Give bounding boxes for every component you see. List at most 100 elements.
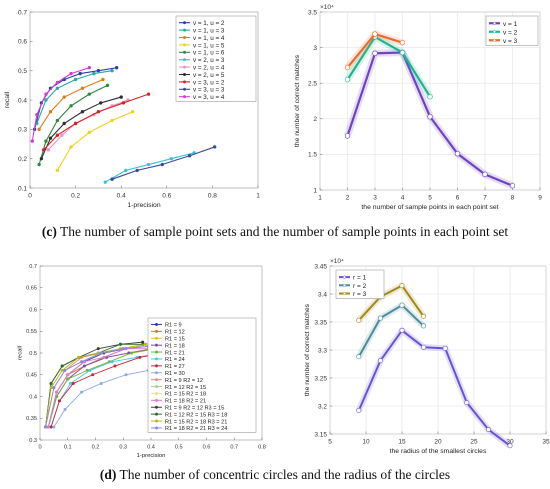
chart4-xtick-label: 25 — [470, 439, 478, 446]
chart3-legend-marker — [154, 329, 159, 333]
chart1-legend-marker — [182, 43, 187, 47]
chart4-xtick-label: 20 — [434, 439, 442, 446]
chart3-data-point — [60, 364, 64, 368]
chart1-legend-label: v = 1, u = 3 — [193, 27, 225, 34]
chart3-ytick-label: 0.6 — [29, 307, 37, 313]
chart3-legend-label: R1 = 12 R2 = 15 R3 = 18 — [165, 412, 227, 418]
chart1-data-point — [135, 168, 139, 173]
chart3-legend-marker — [154, 412, 159, 416]
chart2-y-multiplier: ×10⁴ — [320, 4, 334, 11]
chart3-data-point — [49, 386, 53, 390]
chart1-data-point — [62, 95, 66, 99]
chart1-data-point — [73, 77, 78, 82]
chart3-legend-marker — [154, 336, 159, 340]
chart3-legend-label: R1 = 12 R2 = 15 — [165, 385, 206, 391]
chart4-xtick-label: 35 — [542, 439, 550, 446]
chart1-data-point — [146, 92, 151, 96]
chart2-legend-label: v = 2 — [503, 29, 518, 36]
chart4-ytick-label: 3.25 — [314, 375, 327, 382]
chart3-xtick-label: 0 — [38, 445, 41, 451]
chart1-data-point — [44, 98, 48, 102]
chart1-legend-label: v = 1, u = 2 — [193, 20, 225, 27]
chart1-series-2 — [35, 68, 114, 126]
chart1-legend: v = 1, u = 2v = 1, u = 3v = 1, u = 4v = … — [175, 15, 257, 102]
chart1-data-point — [80, 110, 85, 114]
chart1-data-point — [110, 118, 114, 123]
chart1-legend-marker — [182, 50, 187, 54]
chart2-xtick-label: 2 — [346, 195, 350, 202]
chart4-x-axis-label: the radius of the smallest circles — [390, 448, 487, 455]
chart2-series-3 — [344, 30, 406, 71]
chart2-x-axis-label: the number of sample points in each poin… — [361, 204, 498, 211]
chart1-legend-label: v = 2, u = 4 — [193, 64, 225, 71]
chart1-data-point — [60, 133, 64, 137]
chart3-ytick-label: 0.35 — [26, 416, 37, 422]
chart3-data-point — [143, 342, 147, 346]
chart3-data-point — [66, 377, 70, 381]
chart3-data-point — [85, 368, 89, 372]
chart4-series-2 — [356, 302, 427, 360]
chart4-data-point — [399, 302, 405, 308]
chart3-legend-marker — [154, 398, 159, 402]
chart3-data-point — [138, 355, 142, 359]
chart4-data-point — [421, 313, 427, 319]
chart3-data-point — [80, 360, 84, 364]
chart3-data-point — [88, 368, 92, 372]
chart2-data-point — [344, 76, 351, 83]
chart4-ytick-label: 3.2 — [318, 403, 327, 410]
chart1-ytick-label: 0.4 — [18, 97, 27, 104]
chart4-ytick-label: 3.35 — [314, 319, 327, 326]
chart3-data-point — [55, 390, 59, 394]
chart1-xtick-label: 0.6 — [162, 193, 171, 200]
chart2-xtick-label: 3 — [373, 195, 377, 202]
chart1-data-point — [98, 101, 103, 105]
chart3-xtick-label: 0.3 — [119, 445, 127, 451]
chart1-data-point — [48, 110, 53, 114]
chart1-data-point — [96, 68, 101, 73]
chart1-data-point — [55, 86, 60, 90]
chart3-data-point — [71, 381, 75, 385]
chart1-data-point — [101, 77, 105, 82]
chart3-legend-label: R1 = 9 — [165, 323, 182, 329]
chart1-series-line — [40, 96, 122, 159]
chart2-legend-marker — [492, 21, 497, 25]
chart1-data-point — [46, 148, 50, 152]
chart3-legend-marker — [154, 385, 159, 389]
chart1-data-point — [44, 139, 48, 143]
chart1-data-point — [48, 136, 53, 140]
chart3-data-point — [82, 364, 86, 368]
chart4-xtick-label: 15 — [398, 439, 406, 446]
chart4-y-axis-label: the number of correct matches — [304, 303, 311, 396]
chart1-legend-marker — [182, 35, 187, 40]
chart4-ytick-label: 3.45 — [314, 263, 327, 270]
chart2-ytick-label: 3 — [313, 45, 317, 52]
chart4-data-point — [485, 427, 491, 433]
chart3-legend-marker — [154, 419, 159, 423]
chart4-data-point — [356, 407, 362, 413]
chart3-legend-marker — [154, 357, 159, 361]
chart3-ytick-label: 0.45 — [26, 373, 37, 379]
chart1-data-point — [37, 127, 41, 132]
chart1-xtick-label: 1 — [256, 193, 260, 200]
chart4-legend-label: r = 3 — [353, 291, 367, 298]
chart3-ytick-label: 0.3 — [29, 438, 37, 444]
chart4-series-line — [357, 329, 511, 447]
chart1-legend-label: v = 2, u = 3 — [193, 57, 225, 64]
chart1-data-point — [119, 95, 123, 99]
chart2-series-2 — [344, 33, 433, 100]
chart2-data-point — [427, 113, 433, 120]
chart1-legend-marker — [182, 72, 187, 77]
chart3-legend-label: R1 = 24 — [165, 357, 185, 363]
chart1-data-point — [160, 162, 164, 167]
chart1-legend-marker — [182, 95, 187, 99]
chart3-data-point — [124, 373, 128, 377]
chart-d-right-correct-matches: 5 10 15 20 25 30 35 3.15 3.2 3.25 3.3 3.35 3.4 3.45 th… — [304, 258, 550, 455]
chart1-legend-marker — [182, 58, 187, 62]
chart1-y-axis-label: recall — [4, 91, 11, 108]
chart3-data-point — [49, 381, 53, 385]
chart2-ytick-label: 3.5 — [308, 9, 317, 16]
chart3-data-point — [52, 425, 56, 429]
chart3-legend-label: R1 = 12 — [165, 330, 185, 336]
chart4-legend-marker — [342, 291, 347, 296]
chart1-data-point — [124, 168, 128, 173]
